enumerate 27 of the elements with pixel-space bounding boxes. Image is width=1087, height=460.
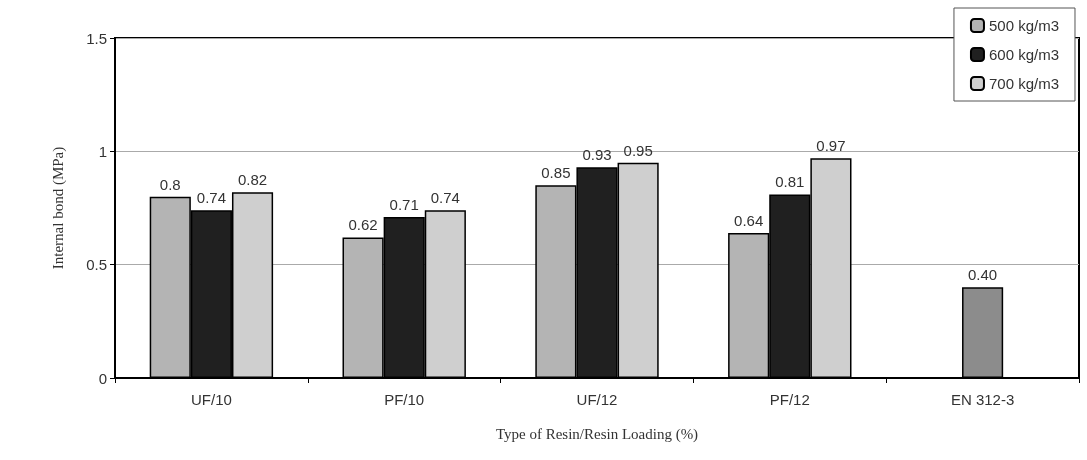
data-label: 0.64 (734, 211, 764, 229)
legend-label: 600 kg/m3 (988, 46, 1060, 63)
x-tick-label: UF/12 (576, 391, 618, 408)
legend-label: 500 kg/m3 (988, 17, 1060, 34)
x-tick-label: EN 312-3 (950, 391, 1015, 408)
data-label: 0.97 (816, 137, 846, 155)
data-label: 0.74 (430, 189, 460, 207)
y-tick-label: 0.5 (86, 256, 107, 274)
data-label: 0.74 (196, 189, 226, 207)
data-label: 0.93 (582, 146, 612, 164)
data-label: 0.8 (159, 175, 181, 193)
y-tick-label: 1.5 (86, 29, 107, 47)
data-label: 0.81 (775, 173, 805, 191)
x-tick-label: UF/10 (190, 391, 232, 408)
data-label: 0.82 (237, 171, 268, 189)
legend-label: 700 kg/m3 (988, 75, 1060, 92)
data-label: 0.85 (541, 164, 571, 182)
x-axis-title: Type of Resin/Resin Loading (%) (495, 425, 699, 443)
data-label: 0.62 (348, 216, 378, 234)
x-tick-label: PF/12 (769, 391, 810, 408)
data-label: 0.95 (623, 141, 653, 159)
data-label: 0.40 (968, 266, 998, 284)
y-tick-label: 0 (98, 369, 107, 387)
data-label: 0.71 (389, 196, 419, 214)
y-tick-label: 1 (98, 142, 107, 160)
y-axis-title: Internal bond (MPa) (49, 146, 67, 270)
x-tick-label: PF/10 (384, 391, 425, 408)
